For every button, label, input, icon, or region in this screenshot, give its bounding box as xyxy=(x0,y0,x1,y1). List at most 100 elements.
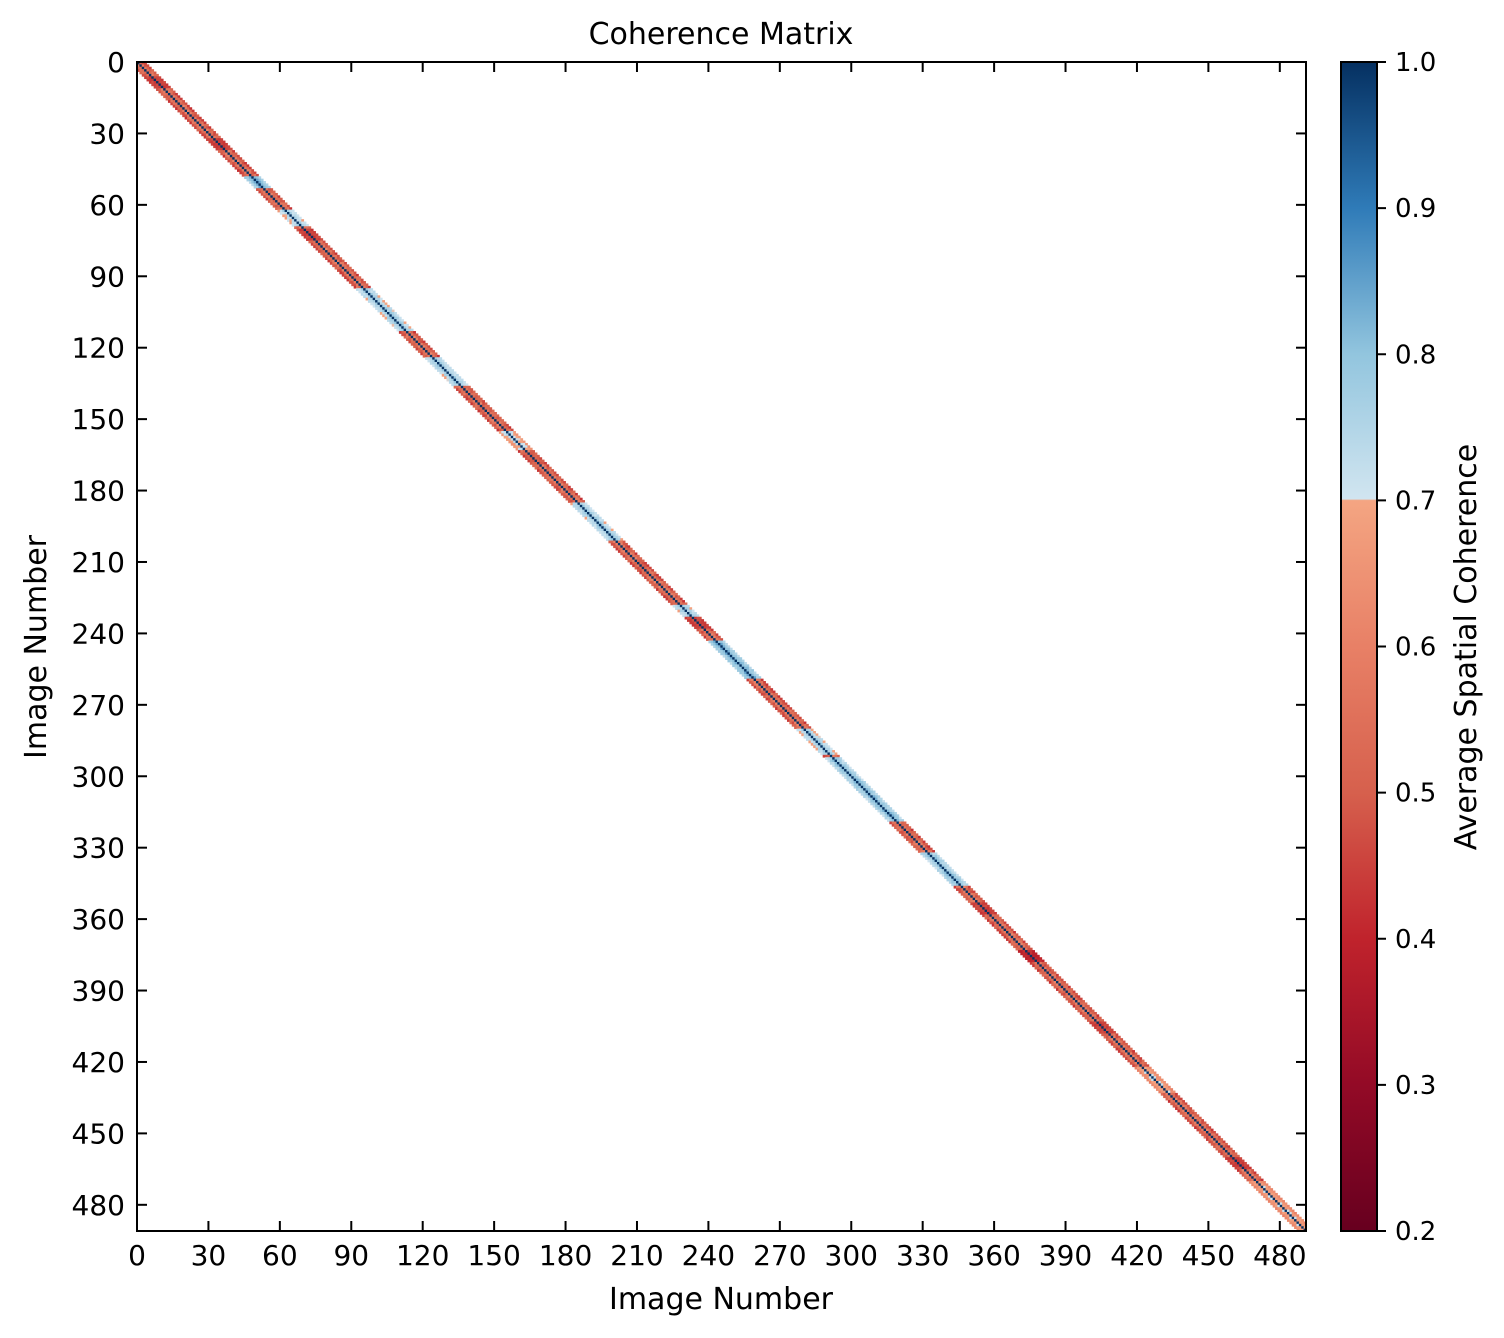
heatmap-cell xyxy=(472,395,476,399)
heatmap-cell xyxy=(665,583,669,587)
heatmap-cell xyxy=(398,331,402,334)
heatmap-cell xyxy=(1236,1154,1240,1158)
heatmap-cell xyxy=(834,752,838,756)
heatmap-cell xyxy=(813,733,816,737)
heatmap-cell xyxy=(434,352,438,356)
heatmap-cell xyxy=(1217,1142,1221,1146)
heatmap-cell xyxy=(1120,1040,1124,1044)
heatmap-cell xyxy=(1110,1040,1114,1044)
heatmap-cell xyxy=(975,897,978,901)
heatmap-cell xyxy=(1084,1007,1088,1010)
heatmap-cell xyxy=(808,728,812,732)
heatmap-cell xyxy=(310,238,314,241)
heatmap-cell xyxy=(339,259,343,263)
heatmap-cell xyxy=(177,102,181,106)
heatmap-cell xyxy=(801,723,805,727)
heatmap-cell xyxy=(982,907,985,910)
heatmap-cell xyxy=(137,69,140,72)
heatmap-cell xyxy=(1127,1045,1131,1049)
heatmap-cell xyxy=(1089,1019,1093,1022)
heatmap-cell xyxy=(477,409,481,413)
heatmap-cell xyxy=(858,776,862,780)
heatmap-cell xyxy=(670,588,674,591)
heatmap-cell xyxy=(877,802,881,806)
heatmap-cell xyxy=(825,747,828,751)
heatmap-cell xyxy=(1075,992,1078,996)
heatmap-cell xyxy=(689,616,693,620)
heatmap-cell xyxy=(1056,978,1059,982)
heatmap-cell xyxy=(522,454,526,458)
heatmap-cell xyxy=(1165,1085,1169,1089)
heatmap-cell xyxy=(1070,988,1074,991)
heatmap-cell xyxy=(291,219,295,222)
heatmap-cell xyxy=(148,69,152,72)
heatmap-cell xyxy=(1129,1052,1133,1056)
heatmap-cell xyxy=(260,190,264,194)
heatmap-cell xyxy=(1158,1081,1162,1084)
heatmap-cell xyxy=(1084,1016,1088,1020)
heatmap-cell xyxy=(813,731,816,734)
heatmap-cell xyxy=(1158,1083,1162,1087)
heatmap-cell xyxy=(1117,1040,1121,1044)
heatmap-cell xyxy=(334,257,338,261)
heatmap-cell xyxy=(567,497,571,501)
heatmap-cell xyxy=(1163,1081,1166,1084)
heatmap-cell xyxy=(629,554,633,558)
heatmap-cell xyxy=(577,502,581,506)
heatmap-cell xyxy=(984,911,988,915)
heatmap-cell xyxy=(379,307,383,311)
heatmap-cell xyxy=(827,754,831,758)
heatmap-cell xyxy=(453,385,457,389)
heatmap-cell xyxy=(172,100,176,103)
heatmap-cell xyxy=(1296,1214,1300,1218)
heatmap-cell xyxy=(951,881,955,884)
heatmap-cell xyxy=(398,323,402,327)
heatmap-cell xyxy=(856,783,859,787)
heatmap-cell xyxy=(444,364,447,368)
heatmap-cell xyxy=(1244,1173,1247,1177)
heatmap-cell xyxy=(1041,961,1045,965)
heatmap-cell xyxy=(679,600,683,603)
heatmap-cell xyxy=(751,669,755,672)
heatmap-cell xyxy=(984,902,988,906)
heatmap-cell xyxy=(844,766,847,770)
heatmap-cell xyxy=(1017,950,1021,953)
heatmap-cell xyxy=(137,64,140,68)
heatmap-cell xyxy=(894,826,897,830)
heatmap-cell xyxy=(701,633,705,637)
x-tick-label: 450 xyxy=(1182,1239,1235,1272)
heatmap-cell xyxy=(772,690,776,694)
heatmap-cell xyxy=(839,761,843,765)
heatmap-cell xyxy=(184,112,188,115)
heatmap-cell xyxy=(808,740,812,744)
heatmap-cell xyxy=(613,540,616,544)
heatmap-cell xyxy=(1096,1016,1100,1020)
heatmap-cell xyxy=(698,623,702,627)
heatmap-cell xyxy=(206,126,209,130)
heatmap-cell xyxy=(301,223,305,227)
heatmap-cell xyxy=(220,152,224,156)
heatmap-cell xyxy=(906,838,909,841)
heatmap-cell xyxy=(958,876,962,880)
heatmap-cell xyxy=(325,245,328,249)
heatmap-cell xyxy=(836,766,840,770)
heatmap-cell xyxy=(827,747,831,751)
heatmap-cell xyxy=(960,890,964,894)
heatmap-cell xyxy=(606,535,609,539)
heatmap-cell xyxy=(441,361,445,365)
heatmap-cell xyxy=(991,919,995,922)
heatmap-cell xyxy=(951,869,955,872)
heatmap-cell xyxy=(627,547,631,551)
heatmap-cell xyxy=(994,911,997,915)
heatmap-cell xyxy=(746,664,750,668)
heatmap-cell xyxy=(515,442,519,446)
heatmap-cell xyxy=(1244,1171,1247,1175)
heatmap-cell xyxy=(532,461,535,465)
heatmap-cell xyxy=(160,90,164,94)
heatmap-cell xyxy=(906,826,909,830)
heatmap-cell xyxy=(363,292,366,296)
heatmap-cell xyxy=(729,657,733,660)
heatmap-cell xyxy=(594,523,597,527)
heatmap-cell xyxy=(751,673,755,677)
heatmap-cell xyxy=(1132,1059,1135,1063)
